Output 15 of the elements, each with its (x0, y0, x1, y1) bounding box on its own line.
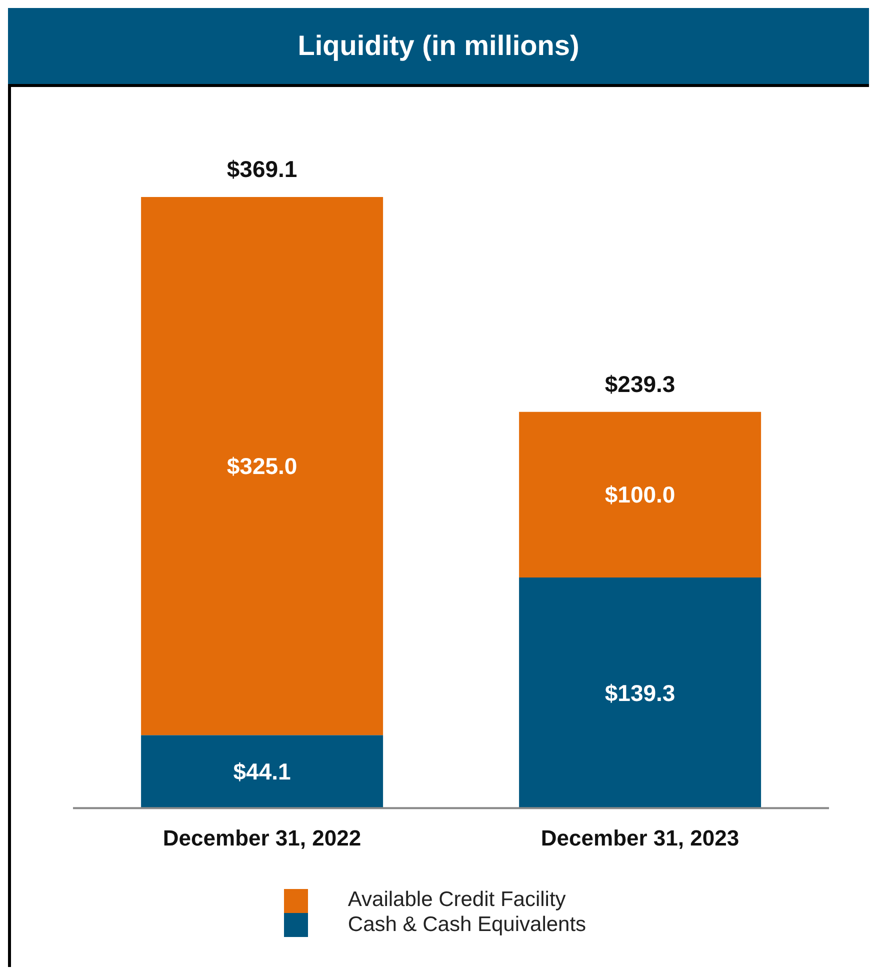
data-label: $139.3 (604, 680, 676, 706)
chart-title: Liquidity (in millions) (8, 8, 869, 87)
x-tick-label: December 31, 2023 (540, 826, 740, 851)
legend-label: Available Credit Facility (348, 888, 566, 912)
bar (141, 197, 384, 736)
total-label: $369.1 (226, 156, 298, 182)
data-label: $100.0 (604, 482, 676, 508)
total-label: $239.3 (604, 370, 676, 397)
bar (519, 412, 762, 578)
legend-label: Cash & Cash Equivalents (348, 912, 586, 936)
bar (519, 577, 762, 808)
bar (141, 735, 384, 808)
data-label: $44.1 (233, 758, 292, 785)
x-tick-label: December 31, 2022 (162, 826, 362, 851)
data-label: $325.0 (226, 453, 298, 480)
